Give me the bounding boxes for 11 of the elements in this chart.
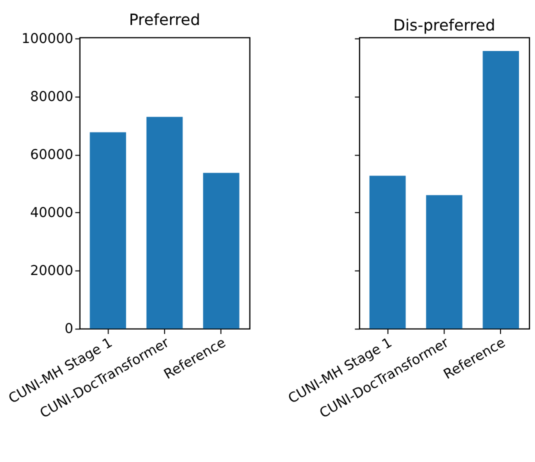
y-tick-label: 20000: [30, 262, 74, 279]
bar: [146, 116, 183, 329]
bar: [203, 172, 240, 329]
y-tick-label: 100000: [21, 30, 74, 47]
y-tick-label: 0: [64, 321, 74, 338]
y-tick-label: 80000: [30, 88, 74, 105]
y-tick-label: 40000: [30, 204, 74, 221]
chart-title: Preferred: [128, 10, 200, 29]
chart-title: Dis-preferred: [393, 16, 496, 35]
bar: [90, 132, 126, 329]
y-tick-label: 60000: [30, 146, 74, 163]
